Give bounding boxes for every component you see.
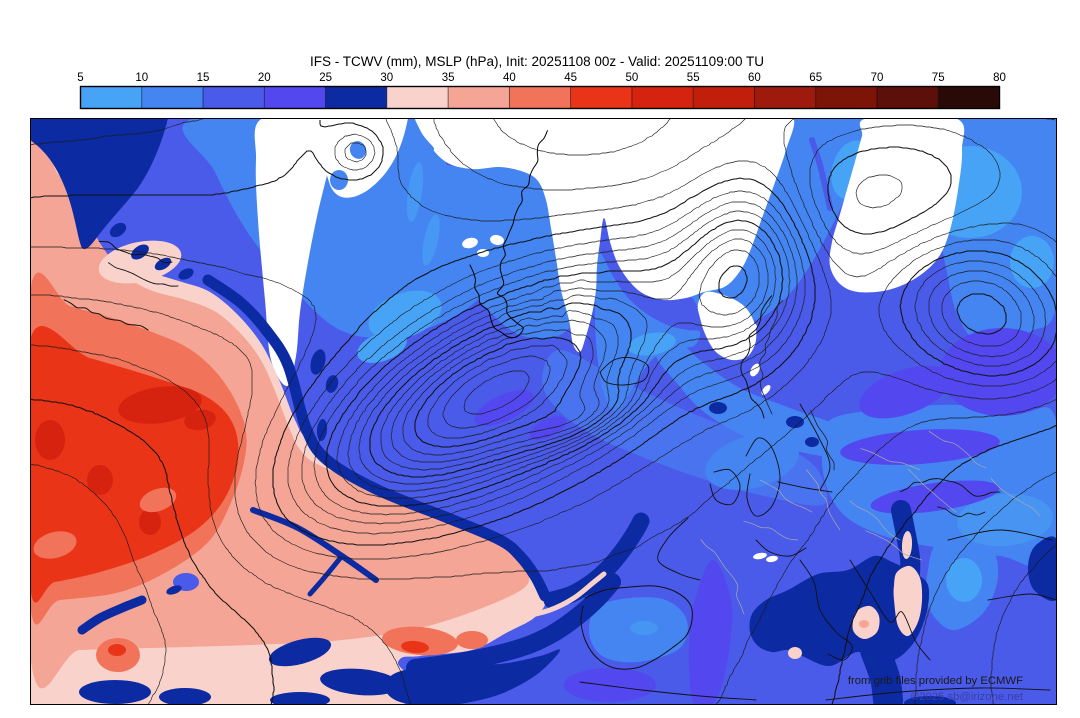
svg-text:15: 15 (197, 72, 210, 84)
svg-text:IFS - TCWV (mm), MSLP (hPa), I: IFS - TCWV (mm), MSLP (hPa), Init: 20251… (310, 54, 764, 69)
svg-text:65: 65 (809, 72, 822, 84)
svg-text:from grib files provided by EC: from grib files provided by ECMWF (848, 675, 1023, 687)
svg-text:©2025 sb@irizone.net: ©2025 sb@irizone.net (911, 691, 1024, 703)
svg-text:75: 75 (932, 72, 945, 84)
svg-text:40: 40 (503, 72, 516, 84)
svg-text:60: 60 (748, 72, 761, 84)
svg-text:10: 10 (135, 72, 148, 84)
svg-text:20: 20 (258, 72, 271, 84)
svg-text:50: 50 (626, 72, 639, 84)
svg-text:70: 70 (871, 72, 884, 84)
svg-text:5: 5 (77, 72, 83, 84)
svg-text:25: 25 (319, 72, 332, 84)
svg-text:30: 30 (380, 72, 393, 84)
svg-text:35: 35 (442, 72, 455, 84)
svg-text:55: 55 (687, 72, 700, 84)
svg-text:45: 45 (564, 72, 577, 84)
svg-text:80: 80 (993, 72, 1006, 84)
